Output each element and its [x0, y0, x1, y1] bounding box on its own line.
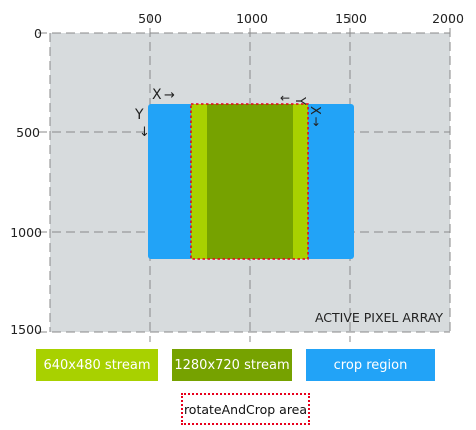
crop-x-arrow-icon: → — [164, 88, 175, 103]
x-tick-1000: 1000 — [236, 11, 268, 26]
rotated-y-arrow-icon: ← — [280, 91, 290, 105]
y-tick-1500: 1500 — [10, 322, 42, 337]
legend-rotate-and-crop-area: rotateAndCrop area — [181, 393, 310, 425]
pixel-array-diagram: 500 1000 1500 2000 0 500 1000 1500 X → Y… — [10, 11, 464, 342]
x-tick-2000: 2000 — [432, 11, 464, 26]
crop-x-label: X — [152, 87, 162, 103]
legend-1280x720-label: 1280x720 stream — [174, 357, 290, 373]
rotated-x-arrow-icon: ↓ — [311, 115, 321, 129]
legend-crop-region: crop region — [306, 349, 435, 381]
legend-rotate-label: rotateAndCrop area — [183, 401, 308, 417]
y-tick-1000: 1000 — [10, 225, 42, 240]
crop-y-arrow-icon: ↓ — [139, 125, 150, 140]
legend-640x480-label: 640x480 stream — [43, 357, 151, 373]
active-pixel-array-label: ACTIVE PIXEL ARRAY — [315, 310, 443, 325]
y-tick-0: 0 — [34, 26, 42, 41]
y-tick-500: 500 — [16, 125, 40, 140]
legend-640x480-stream: 640x480 stream — [36, 349, 158, 381]
rotate-and-crop-outline — [190, 103, 309, 260]
legend-crop-label: crop region — [333, 357, 408, 373]
rotated-y-label: Y — [292, 96, 307, 105]
x-tick-1500: 1500 — [335, 11, 367, 26]
legend-1280x720-stream: 1280x720 stream — [172, 349, 292, 381]
grid-lines — [38, 14, 451, 342]
rotated-x-label: X — [307, 106, 322, 115]
x-tick-500: 500 — [138, 11, 162, 26]
stream-1280-area — [207, 104, 293, 259]
crop-y-label: Y — [134, 107, 144, 123]
